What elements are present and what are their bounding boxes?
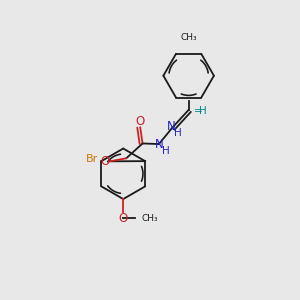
Text: =: = [194, 106, 203, 116]
Text: O: O [100, 155, 109, 168]
Text: Br: Br [86, 154, 98, 164]
Text: N: N [154, 138, 163, 151]
Text: O: O [136, 115, 145, 128]
Text: H: H [162, 146, 169, 156]
Text: H: H [174, 128, 182, 138]
Text: N: N [167, 120, 175, 133]
Text: O: O [118, 212, 128, 225]
Text: CH₃: CH₃ [180, 33, 197, 42]
Text: CH₃: CH₃ [142, 214, 158, 223]
Text: H: H [199, 106, 207, 116]
